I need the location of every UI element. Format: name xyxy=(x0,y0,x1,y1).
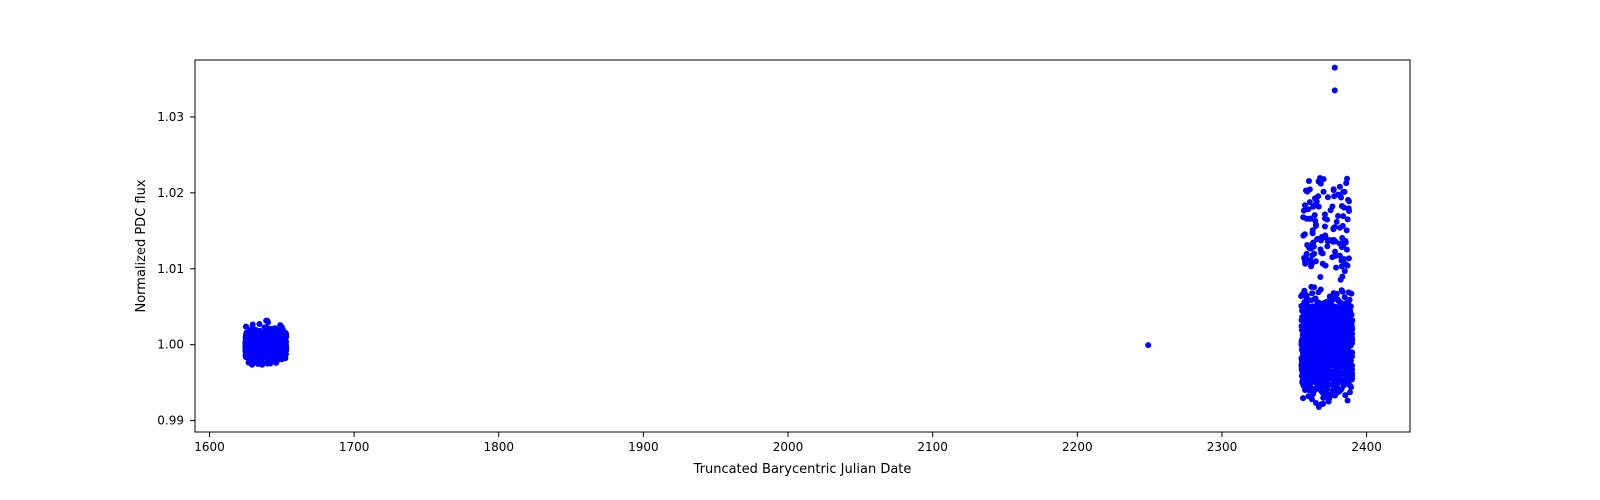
data-point xyxy=(1313,222,1319,228)
x-tick-label: 2000 xyxy=(773,440,804,454)
y-tick-label: 1.01 xyxy=(157,262,184,276)
chart-background xyxy=(0,0,1600,500)
data-point xyxy=(1321,189,1327,195)
data-point xyxy=(1338,387,1344,393)
data-point xyxy=(1304,251,1310,257)
data-point xyxy=(1309,290,1315,296)
scatter-chart: 1600 1700 1800 1900 2000 2100 2200 2300 2400 Trun… xyxy=(0,0,1600,500)
data-point xyxy=(1339,263,1345,269)
data-point xyxy=(283,344,289,350)
data-point xyxy=(1315,193,1321,199)
data-point xyxy=(1348,291,1354,297)
data-point xyxy=(1316,204,1322,210)
data-point xyxy=(1322,224,1328,230)
data-point xyxy=(1310,227,1316,233)
data-point xyxy=(1300,233,1306,239)
data-point xyxy=(1304,242,1310,248)
data-point xyxy=(1317,246,1323,252)
data-point xyxy=(1337,184,1343,190)
data-point xyxy=(1345,397,1351,403)
data-point xyxy=(1349,373,1355,379)
data-point xyxy=(1345,216,1351,222)
data-point xyxy=(1349,327,1355,333)
data-point xyxy=(1325,194,1331,200)
x-tick-label: 2100 xyxy=(917,440,948,454)
data-point xyxy=(283,334,289,340)
data-point xyxy=(1316,236,1322,242)
data-point xyxy=(1338,194,1344,200)
y-axis-label: Normalized PDC flux xyxy=(134,179,149,312)
data-point xyxy=(1347,297,1353,303)
data-point xyxy=(1311,251,1317,257)
data-point xyxy=(1318,287,1324,293)
data-point xyxy=(1304,216,1310,222)
data-point xyxy=(1349,334,1355,340)
chart-svg: 1600 1700 1800 1900 2000 2100 2200 2300 2400 Trun… xyxy=(0,0,1600,500)
data-point xyxy=(1320,261,1326,267)
x-tick-label: 1600 xyxy=(194,440,225,454)
data-point xyxy=(1302,258,1308,264)
data-point xyxy=(1145,342,1151,348)
data-point xyxy=(1307,257,1313,263)
data-point xyxy=(1305,206,1311,212)
data-point xyxy=(1332,65,1338,71)
x-tick-label: 1700 xyxy=(339,440,370,454)
data-point xyxy=(1317,274,1323,280)
data-point xyxy=(1316,404,1322,410)
data-point xyxy=(1306,178,1312,184)
y-tick-label: 0.99 xyxy=(157,414,184,428)
data-point xyxy=(1329,391,1335,397)
data-point xyxy=(1307,199,1313,205)
data-point xyxy=(1349,340,1355,346)
data-point xyxy=(1342,189,1348,195)
y-tick-label: 1.02 xyxy=(157,186,184,200)
x-tick-label: 2200 xyxy=(1062,440,1093,454)
data-point xyxy=(1343,180,1349,186)
data-point xyxy=(1347,383,1353,389)
data-point xyxy=(1304,293,1310,299)
data-point xyxy=(256,321,262,327)
data-point xyxy=(1320,395,1326,401)
data-point xyxy=(259,360,265,366)
data-point xyxy=(1348,303,1354,309)
data-point xyxy=(1349,366,1355,372)
x-tick-label: 2300 xyxy=(1207,440,1238,454)
data-point xyxy=(282,355,288,361)
data-point xyxy=(1341,205,1347,211)
data-point xyxy=(1325,238,1331,244)
data-point xyxy=(1321,176,1327,182)
data-point xyxy=(1349,349,1355,355)
x-axis-label: Truncated Barycentric Julian Date xyxy=(693,462,912,477)
data-point xyxy=(1307,186,1313,192)
data-point xyxy=(1341,256,1347,262)
data-point xyxy=(1332,87,1338,93)
data-point xyxy=(1340,289,1346,295)
data-point xyxy=(1339,274,1345,280)
y-tick-label: 1.03 xyxy=(157,110,184,124)
data-point xyxy=(1330,226,1336,232)
data-point xyxy=(1340,223,1346,229)
data-point xyxy=(1331,186,1337,192)
data-point xyxy=(1334,219,1340,225)
data-point xyxy=(1311,284,1317,290)
data-point xyxy=(1328,372,1334,378)
data-point xyxy=(1347,389,1353,395)
x-tick-label: 2400 xyxy=(1351,440,1382,454)
y-tick-label: 1.00 xyxy=(157,338,184,352)
data-point xyxy=(1337,241,1343,247)
data-point xyxy=(1346,198,1352,204)
data-point xyxy=(1329,254,1335,260)
data-point xyxy=(1310,391,1316,397)
data-point xyxy=(1300,395,1306,401)
x-tick-label: 1900 xyxy=(628,440,659,454)
data-point xyxy=(265,319,271,325)
data-point xyxy=(1329,204,1335,210)
data-point xyxy=(1333,265,1339,271)
data-point xyxy=(1322,215,1328,221)
data-point xyxy=(1332,249,1338,255)
x-tick-label: 1800 xyxy=(483,440,514,454)
data-point xyxy=(1349,320,1355,326)
